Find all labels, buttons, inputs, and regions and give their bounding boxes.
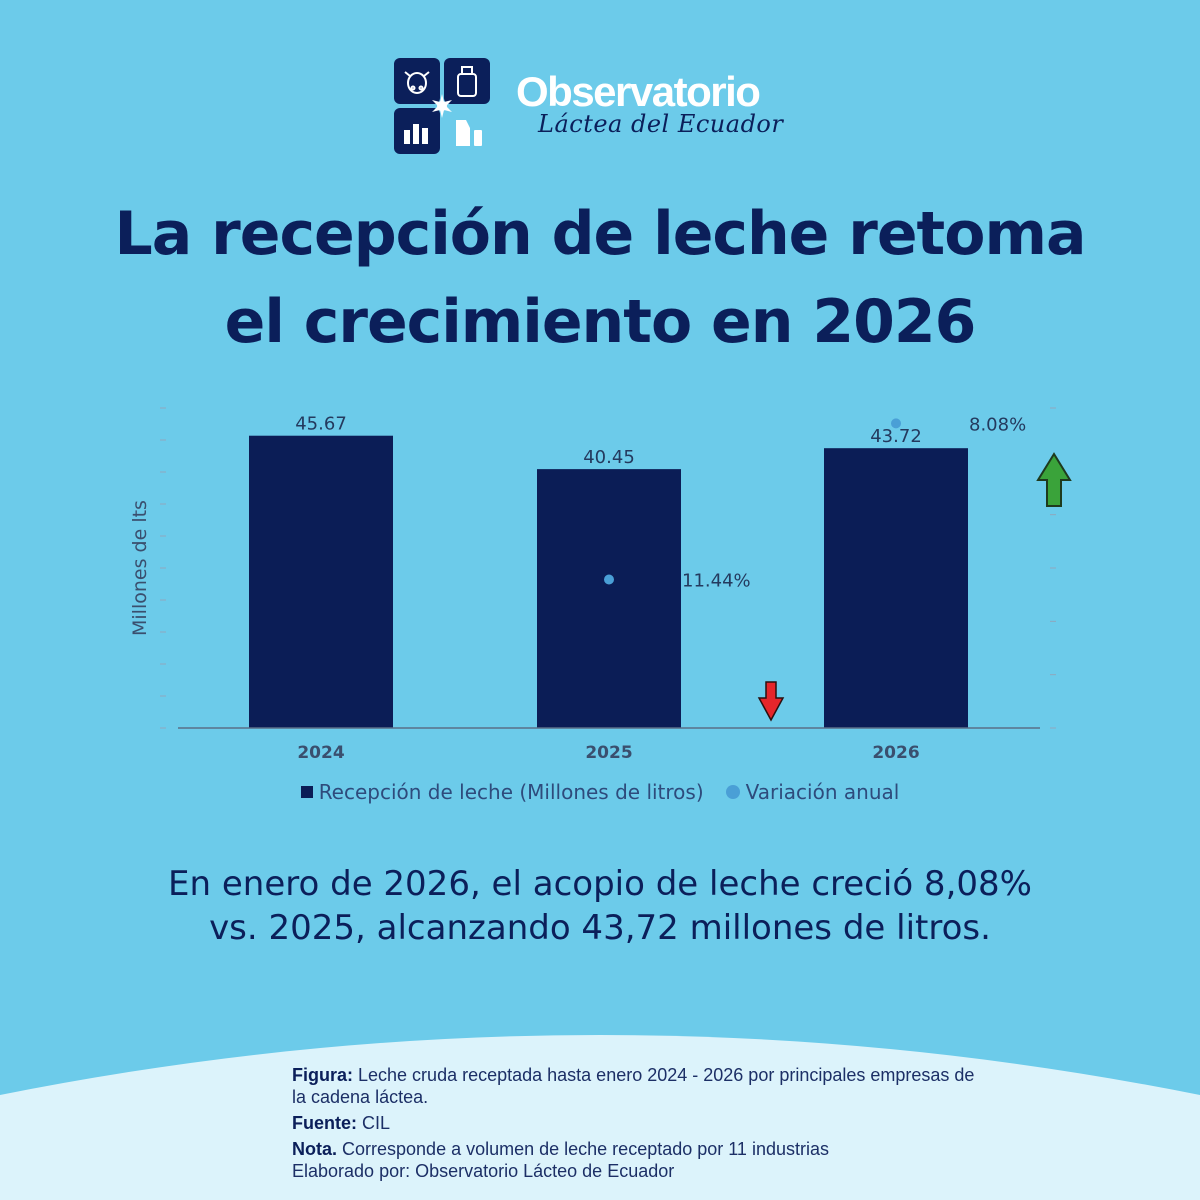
source-note: Fuente: CIL — [292, 1112, 992, 1134]
bar-value-label: 45.67 — [295, 414, 347, 435]
bar — [824, 448, 968, 728]
factory-icon — [404, 124, 428, 144]
summary-line-2: vs. 2025, alcanzando 43,72 millones de l… — [209, 908, 991, 948]
down-arrow-icon — [757, 681, 785, 722]
credit-note: Elaborado por: Observatorio Lácteo de Ec… — [292, 1161, 675, 1181]
legend-dot-icon — [725, 785, 740, 799]
milk-can-icon — [457, 66, 477, 97]
footer-wave — [0, 1035, 1200, 1200]
bar-chart: Millones de lts 45.67 40.45 43.72 2024 2025 20… — [129, 407, 1072, 763]
title-line-2: el crecimiento en 2026 — [224, 287, 977, 357]
figure-caption: Figura: Leche cruda receptada hasta ener… — [292, 1064, 992, 1108]
legend-item-dots: Variación anual — [725, 780, 900, 804]
source-text: CIL — [362, 1113, 391, 1133]
milk-carton-icon — [456, 120, 482, 146]
variation-point — [604, 574, 614, 585]
title-line-1: La recepción de leche retoma — [114, 199, 1087, 269]
up-arrow-icon — [1036, 452, 1072, 507]
summary-line-1: En enero de 2026, el acopio de leche cre… — [168, 864, 1032, 904]
variation-point — [891, 418, 901, 429]
figure-label: Figura: — [292, 1065, 353, 1085]
logo-emblem — [394, 58, 490, 154]
bar-value-label: 43.72 — [870, 426, 922, 447]
note: Nota. Corresponde a volumen de leche rec… — [292, 1138, 992, 1160]
logo-subtitle: Láctea del Ecuador — [538, 110, 784, 138]
note-text: Corresponde a volumen de leche receptado… — [342, 1139, 829, 1159]
y-axis-label: Millones de lts — [129, 500, 151, 636]
bar-value-label: 40.45 — [583, 447, 635, 468]
source-label: Fuente: — [292, 1113, 357, 1133]
cow-icon — [404, 71, 430, 94]
logo: Observatorio Láctea del Ecuador — [394, 58, 814, 154]
bar — [249, 435, 393, 728]
summary-text: En enero de 2026, el acopio de leche cre… — [60, 862, 1140, 950]
legend-square-icon — [300, 786, 313, 798]
x-tick-label: 2024 — [297, 743, 344, 763]
note-label: Nota. — [292, 1139, 337, 1159]
bar — [537, 469, 681, 728]
legend-item-bars: Recepción de leche (Millones de litros) — [300, 780, 704, 804]
logo-wordmark: Observatorio — [516, 68, 761, 115]
x-tick-label: 2025 — [585, 743, 632, 763]
x-tick-label: 2026 — [872, 743, 919, 763]
legend-label-bars: Recepción de leche (Millones de litros) — [318, 780, 704, 804]
chart-legend: Recepción de leche (Millones de litros) … — [0, 780, 1200, 804]
splash-icon — [432, 94, 452, 118]
footer-notes: Figura: Leche cruda receptada hasta ener… — [292, 1064, 992, 1186]
variation-label: 8.08% — [969, 414, 1026, 435]
figure-text: Leche cruda receptada hasta enero 2024 -… — [292, 1065, 975, 1107]
variation-label: 11.44% — [682, 571, 751, 592]
page-title: La recepción de leche retoma el crecimie… — [40, 190, 1160, 366]
legend-label-dots: Variación anual — [745, 780, 900, 804]
